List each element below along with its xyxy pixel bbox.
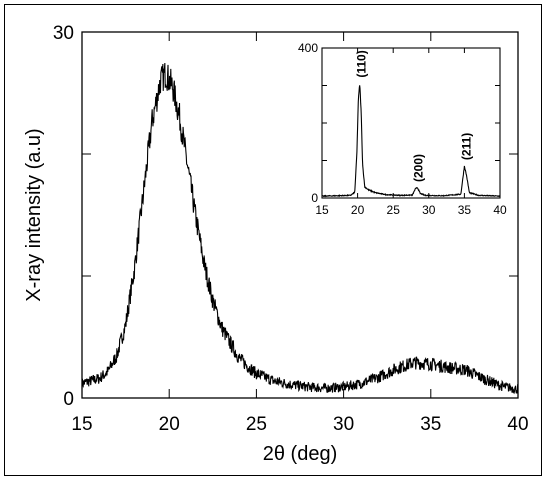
inset-series-line [321,85,501,198]
x-axis-label: 2θ (deg) [263,443,338,465]
main-plot-area [81,31,519,399]
figure-frame [4,4,542,476]
inset-x-tick-label: 20 [351,203,365,217]
main-x-tick-label: 15 [71,414,92,435]
main-x-tick-label: 30 [333,414,354,435]
main-x-ticks: 15 20 25 30 35 40 [71,32,529,435]
main-x-tick-label: 25 [246,414,267,435]
peak-label: (110) [355,50,369,77]
inset-y-ticks: 0 400 [298,41,500,205]
inset-x-ticks: 15 20 25 30 35 40 [315,48,507,217]
inset-x-tick-label: 15 [315,203,329,217]
main-y-tick-label: 30 [53,23,74,44]
peak-label: (200) [412,154,426,182]
main-y-ticks: 0 30 [53,23,518,410]
inset-x-tick-label: 25 [387,203,401,217]
main-series-line [81,62,519,395]
y-axis-label: X-ray intensity (a.u) [23,128,45,301]
inset-y-tick-label: 400 [298,41,318,55]
main-y-tick-label: 0 [63,389,74,410]
main-x-tick-label: 35 [420,414,441,435]
main-x-tick-label: 40 [507,414,528,435]
inset-peak-labels: (110) (200) (211) [355,50,474,182]
inset-y-tick-label: 0 [311,191,318,205]
main-x-tick-label: 20 [159,414,180,435]
inset-x-tick-label: 40 [493,203,507,217]
inset-x-tick-label: 35 [458,203,472,217]
peak-label: (211) [459,133,473,160]
inset-x-tick-label: 30 [422,203,436,217]
